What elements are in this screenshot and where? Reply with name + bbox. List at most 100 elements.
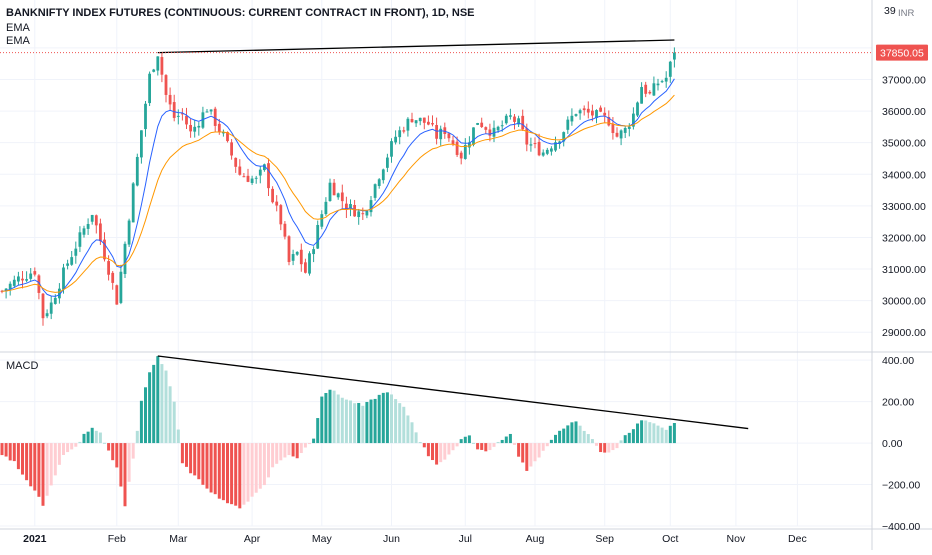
macd-bar[interactable] <box>90 427 94 444</box>
candle[interactable] <box>636 101 639 117</box>
candle[interactable] <box>90 214 94 225</box>
candle[interactable] <box>627 123 631 137</box>
candle[interactable] <box>369 196 373 217</box>
macd-bar[interactable] <box>316 418 320 444</box>
macd-bar[interactable] <box>447 443 451 455</box>
candle[interactable] <box>422 117 426 130</box>
macd-bar[interactable] <box>570 422 574 444</box>
macd-bar[interactable] <box>582 430 586 444</box>
candle[interactable] <box>78 226 82 253</box>
macd-bar[interactable] <box>525 443 529 471</box>
macd-bar[interactable] <box>381 392 385 444</box>
macd-legend[interactable]: MACD <box>6 360 39 372</box>
candle[interactable] <box>283 221 287 240</box>
candle[interactable] <box>541 149 545 157</box>
candle[interactable] <box>111 270 115 290</box>
candle[interactable] <box>418 117 422 126</box>
macd-bar[interactable] <box>636 423 639 444</box>
candle[interactable] <box>566 116 570 134</box>
macd-bar[interactable] <box>431 443 434 461</box>
macd-bar[interactable] <box>131 443 135 459</box>
candle[interactable] <box>152 68 156 73</box>
macd-bar[interactable] <box>340 397 344 444</box>
candle[interactable] <box>652 76 656 97</box>
candle[interactable] <box>398 126 402 145</box>
macd-bar[interactable] <box>82 433 86 444</box>
macd-bar[interactable] <box>377 394 381 444</box>
macd-bar[interactable] <box>299 443 303 454</box>
macd-bar[interactable] <box>94 430 98 444</box>
macd-bar[interactable] <box>435 443 439 465</box>
macd-bar[interactable] <box>115 443 119 468</box>
macd-bar[interactable] <box>16 443 20 470</box>
candle[interactable] <box>123 241 127 279</box>
macd-bar[interactable] <box>275 443 279 464</box>
macd-bar[interactable] <box>414 432 418 444</box>
macd-bar[interactable] <box>213 443 217 495</box>
macd-bar[interactable] <box>144 387 147 444</box>
macd-bar[interactable] <box>422 443 426 448</box>
macd-bar[interactable] <box>365 401 369 444</box>
macd-bar[interactable] <box>127 443 131 482</box>
macd-bar[interactable] <box>279 443 283 461</box>
candle[interactable] <box>295 251 299 256</box>
macd-bar[interactable] <box>197 443 201 480</box>
candle[interactable] <box>58 283 61 304</box>
price-trendline[interactable] <box>157 39 675 54</box>
macd-bar[interactable] <box>574 421 578 444</box>
macd-bar[interactable] <box>287 443 291 456</box>
macd-bar[interactable] <box>521 443 525 463</box>
candle[interactable] <box>164 74 168 103</box>
macd-bar[interactable] <box>615 443 619 449</box>
macd-bar[interactable] <box>193 443 197 476</box>
macd-bar[interactable] <box>291 443 295 457</box>
candle[interactable] <box>103 232 106 262</box>
macd-bar[interactable] <box>336 394 340 444</box>
macd-bar[interactable] <box>226 443 229 504</box>
macd-bar[interactable] <box>554 434 557 444</box>
macd-bar[interactable] <box>590 439 594 444</box>
macd-bar[interactable] <box>242 443 246 505</box>
candle[interactable] <box>459 150 463 165</box>
candle[interactable] <box>377 178 381 189</box>
candle[interactable] <box>176 109 180 125</box>
candle[interactable] <box>304 258 307 274</box>
candle[interactable] <box>615 127 619 138</box>
candle[interactable] <box>353 199 356 217</box>
macd-bar[interactable] <box>410 422 414 444</box>
candle[interactable] <box>320 210 324 230</box>
candle[interactable] <box>21 271 24 289</box>
macd-bar[interactable] <box>70 443 74 450</box>
candle[interactable] <box>463 138 467 160</box>
candle[interactable] <box>29 268 33 282</box>
macd-bar[interactable] <box>607 443 611 453</box>
macd-bar[interactable] <box>98 432 102 444</box>
candle[interactable] <box>131 182 135 223</box>
macd-bar[interactable] <box>472 442 475 444</box>
macd-bar[interactable] <box>189 443 193 474</box>
candle[interactable] <box>332 178 336 196</box>
macd-bar[interactable] <box>238 443 242 509</box>
macd-bar[interactable] <box>545 443 549 447</box>
macd-bar[interactable] <box>652 423 656 444</box>
macd-pane[interactable] <box>0 355 749 509</box>
macd-bar[interactable] <box>53 443 57 476</box>
macd-bar[interactable] <box>418 441 422 444</box>
candle[interactable] <box>599 105 602 113</box>
macd-bar[interactable] <box>644 420 648 444</box>
macd-bar[interactable] <box>320 396 324 444</box>
macd-bar[interactable] <box>49 443 53 486</box>
macd-bar[interactable] <box>537 443 541 458</box>
macd-bar[interactable] <box>603 443 607 453</box>
macd-bar[interactable] <box>455 443 459 447</box>
macd-bar[interactable] <box>508 433 512 444</box>
candle[interactable] <box>660 79 664 84</box>
candle[interactable] <box>513 114 516 130</box>
candle[interactable] <box>263 163 266 172</box>
macd-bar[interactable] <box>664 429 668 444</box>
candle[interactable] <box>119 264 123 305</box>
macd-bar[interactable] <box>426 443 430 457</box>
macd-bar[interactable] <box>373 398 377 444</box>
candle[interactable] <box>410 112 414 123</box>
macd-bar[interactable] <box>357 402 361 444</box>
